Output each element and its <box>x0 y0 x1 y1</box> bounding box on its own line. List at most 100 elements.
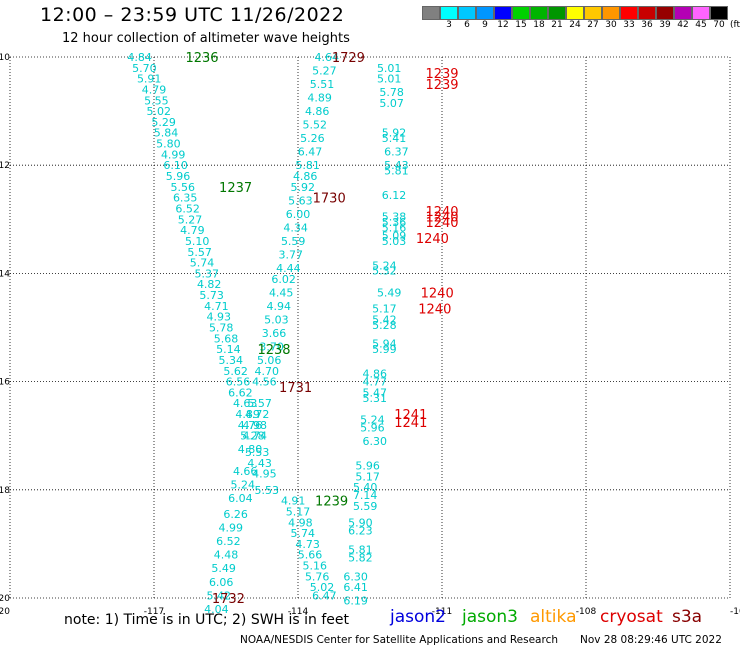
x-tick-label: -111 <box>432 607 452 617</box>
legend-swatch <box>602 6 620 20</box>
wave-height-value: 6.41 <box>343 581 368 594</box>
wave-height-value: 5.06 <box>257 354 282 367</box>
wave-height-value: 5.49 <box>211 562 236 575</box>
wave-height-value: 5.24 <box>231 478 256 491</box>
y-tick-label: -12 <box>0 161 10 171</box>
wave-height-value: 5.81 <box>348 543 373 556</box>
legend-swatch-label: 39 <box>659 20 671 30</box>
wave-height-value: 6.47 <box>298 146 323 159</box>
wave-height-value: 5.32 <box>372 265 397 278</box>
wave-height-value: 5.31 <box>363 392 388 405</box>
wave-height-value: 4.80 <box>238 443 263 456</box>
wave-height-value: 4.74 <box>243 430 268 443</box>
legend-swatch <box>692 6 710 20</box>
wave-height-value: 6.06 <box>209 576 234 589</box>
wave-height-value: 5.92 <box>291 181 316 194</box>
legend-swatch-label: 3 <box>446 20 452 30</box>
footer-note: note: 1) Time is in UTC; 2) SWH is in fe… <box>64 612 350 628</box>
legend-swatch <box>476 6 494 20</box>
pass-time-label: 1241 <box>394 416 427 431</box>
wave-height-value: 5.90 <box>348 516 373 529</box>
wave-height-value: 5.92 <box>382 127 407 140</box>
wave-height-value: 6.26 <box>223 508 248 521</box>
legend-swatch <box>440 6 458 20</box>
wave-height-value: 4.72 <box>245 408 270 421</box>
legend-swatch-label: 45 <box>695 20 707 30</box>
wave-height-value: 4.77 <box>363 376 388 389</box>
pass-time-label: 1240 <box>418 303 451 318</box>
wave-height-value: 4.71 <box>204 300 229 313</box>
wave-height-value: 7.14 <box>353 489 378 502</box>
wave-height-value: 6.35 <box>173 192 198 205</box>
wave-height-value: 5.47 <box>363 386 388 399</box>
wave-height-value: 5.62 <box>223 365 248 378</box>
wave-height-value: 4.86 <box>363 367 388 380</box>
legend-swatch <box>710 6 728 20</box>
wave-height-value: 6.04 <box>228 492 253 505</box>
wave-height-value: 4.64 <box>315 51 340 64</box>
wave-height-value: 4.48 <box>214 549 239 562</box>
wave-height-value: 4.73 <box>295 538 320 551</box>
legend-swatch <box>422 6 440 20</box>
wave-height-value: 5.14 <box>216 343 241 356</box>
wave-height-value: 6.56 <box>226 376 251 389</box>
wave-height-value: 5.80 <box>156 138 181 151</box>
legend-swatch <box>548 6 566 20</box>
wave-height-value: 5.53 <box>245 446 270 459</box>
legend-swatch-label: 33 <box>623 20 635 30</box>
wave-height-value: 5.03 <box>264 313 289 326</box>
legend-swatch <box>620 6 638 20</box>
wave-height-value: 4.98 <box>288 516 313 529</box>
wave-height-value: 5.17 <box>372 303 397 316</box>
wave-height-value: 6.47 <box>312 589 337 602</box>
wave-height-value: 5.17 <box>286 505 311 518</box>
wave-height-value: 5.34 <box>219 354 244 367</box>
wave-height-value: 5.96 <box>355 459 380 472</box>
chart-subtitle: 12 hour collection of altimeter wave hei… <box>62 31 350 46</box>
wave-height-value: 5.43 <box>384 159 409 172</box>
wave-height-value: 5.26 <box>300 132 325 145</box>
wave-height-value: 5.82 <box>348 551 373 564</box>
legend-swatch-label: 12 <box>497 20 509 30</box>
legend-swatch <box>584 6 602 20</box>
legend-swatch <box>494 6 512 20</box>
satellite-jason2: jason2 <box>390 607 446 627</box>
wave-height-value: 5.41 <box>382 132 407 145</box>
wave-height-value: 5.02 <box>147 105 172 118</box>
chart-title: 12:00 – 23:59 UTC 11/26/2022 <box>40 4 345 26</box>
wave-height-value: 4.76 <box>238 419 263 432</box>
wave-height-value: 6.00 <box>286 208 311 221</box>
wave-height-value: 5.74 <box>190 257 215 270</box>
wave-height-value: 6.12 <box>382 189 407 202</box>
wave-height-value: 4.99 <box>219 522 244 535</box>
wave-height-value: 6.30 <box>343 570 368 583</box>
wave-height-value: 5.27 <box>178 213 203 226</box>
wave-height-value: 5.42 <box>207 589 232 602</box>
legend-swatch-label: 24 <box>569 20 581 30</box>
pass-time-label: 1239 <box>425 67 458 82</box>
pass-time-label: 1240 <box>421 286 454 301</box>
x-tick-label: -108 <box>576 607 597 617</box>
wave-height-value: 5.57 <box>187 246 212 259</box>
wave-height-value: 5.02 <box>310 581 335 594</box>
wave-height-value: 4.91 <box>281 495 306 508</box>
legend-swatch <box>530 6 548 20</box>
wave-height-value: 5.59 <box>353 500 378 513</box>
wave-height-value: 3.70 <box>259 340 284 353</box>
wave-height-value: 5.68 <box>214 332 239 345</box>
y-tick-label: -10 <box>0 53 10 63</box>
satellite-s3a: s3a <box>672 607 703 627</box>
wave-height-value: 5.84 <box>154 127 179 140</box>
legend-swatch-label: 42 <box>677 20 689 30</box>
wave-height-value: 5.40 <box>353 481 378 494</box>
wave-height-value: 5.78 <box>379 86 404 99</box>
wave-height-value: 4.43 <box>247 457 272 470</box>
wave-height-value: 4.86 <box>293 170 318 183</box>
wave-height-value: 5.59 <box>281 235 306 248</box>
wave-height-value: 5.24 <box>372 259 397 272</box>
wave-height-value: 6.52 <box>175 202 200 215</box>
wave-height-value: 5.52 <box>303 119 328 132</box>
legend-swatch-label: 15 <box>515 20 527 30</box>
